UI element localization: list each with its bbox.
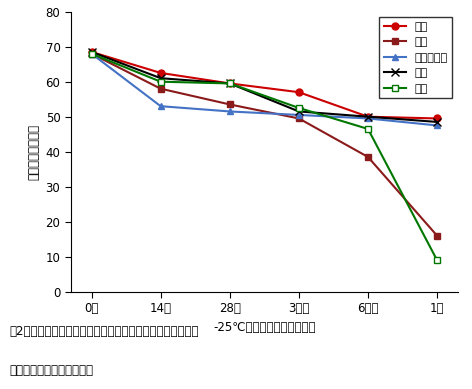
二酸化炒素 <box>227 109 233 114</box>
酸素 <box>89 51 94 56</box>
Line: 真空: 真空 <box>87 48 441 126</box>
真空 <box>158 76 163 81</box>
真空 <box>434 120 440 124</box>
真空 <box>365 114 371 119</box>
酸素 <box>227 102 233 107</box>
Text: 花粉発芽率に及ぼす影響: 花粉発芽率に及ぼす影響 <box>9 364 93 377</box>
酸素 <box>434 233 440 238</box>
二酸化炒素 <box>158 104 163 109</box>
酸素 <box>296 116 302 121</box>
二酸化炒素 <box>296 113 302 117</box>
二酸化炒素 <box>365 116 371 121</box>
空気 <box>227 81 233 86</box>
Text: 図2　スイカ部分不活化花粉保存時のガス環境と保存期間が: 図2 スイカ部分不活化花粉保存時のガス環境と保存期間が <box>9 326 199 338</box>
窒素 <box>296 90 302 95</box>
空気 <box>434 258 440 263</box>
酸素 <box>158 86 163 91</box>
真空 <box>227 81 233 86</box>
二酸化炒素 <box>89 51 94 56</box>
窒素 <box>89 50 94 54</box>
窒素 <box>365 114 371 119</box>
酸素 <box>365 155 371 159</box>
Line: 窒素: 窒素 <box>88 49 440 122</box>
Legend: 窒素, 酸素, 二酸化炒素, 真空, 空気: 窒素, 酸素, 二酸化炒素, 真空, 空気 <box>379 17 452 98</box>
Line: 酸素: 酸素 <box>88 50 440 239</box>
二酸化炒素 <box>434 123 440 128</box>
真空 <box>296 109 302 114</box>
真空 <box>89 50 94 54</box>
X-axis label: -25℃における花粉保存期間: -25℃における花粉保存期間 <box>213 321 316 334</box>
窒素 <box>434 116 440 121</box>
Y-axis label: 花粉発芽率（％）: 花粉発芽率（％） <box>27 124 40 180</box>
Line: 空気: 空気 <box>88 50 440 264</box>
空気 <box>365 126 371 131</box>
空気 <box>89 51 94 56</box>
空気 <box>296 106 302 110</box>
窒素 <box>227 81 233 86</box>
窒素 <box>158 71 163 75</box>
Line: 二酸化炒素: 二酸化炒素 <box>88 50 440 129</box>
空気 <box>158 79 163 84</box>
